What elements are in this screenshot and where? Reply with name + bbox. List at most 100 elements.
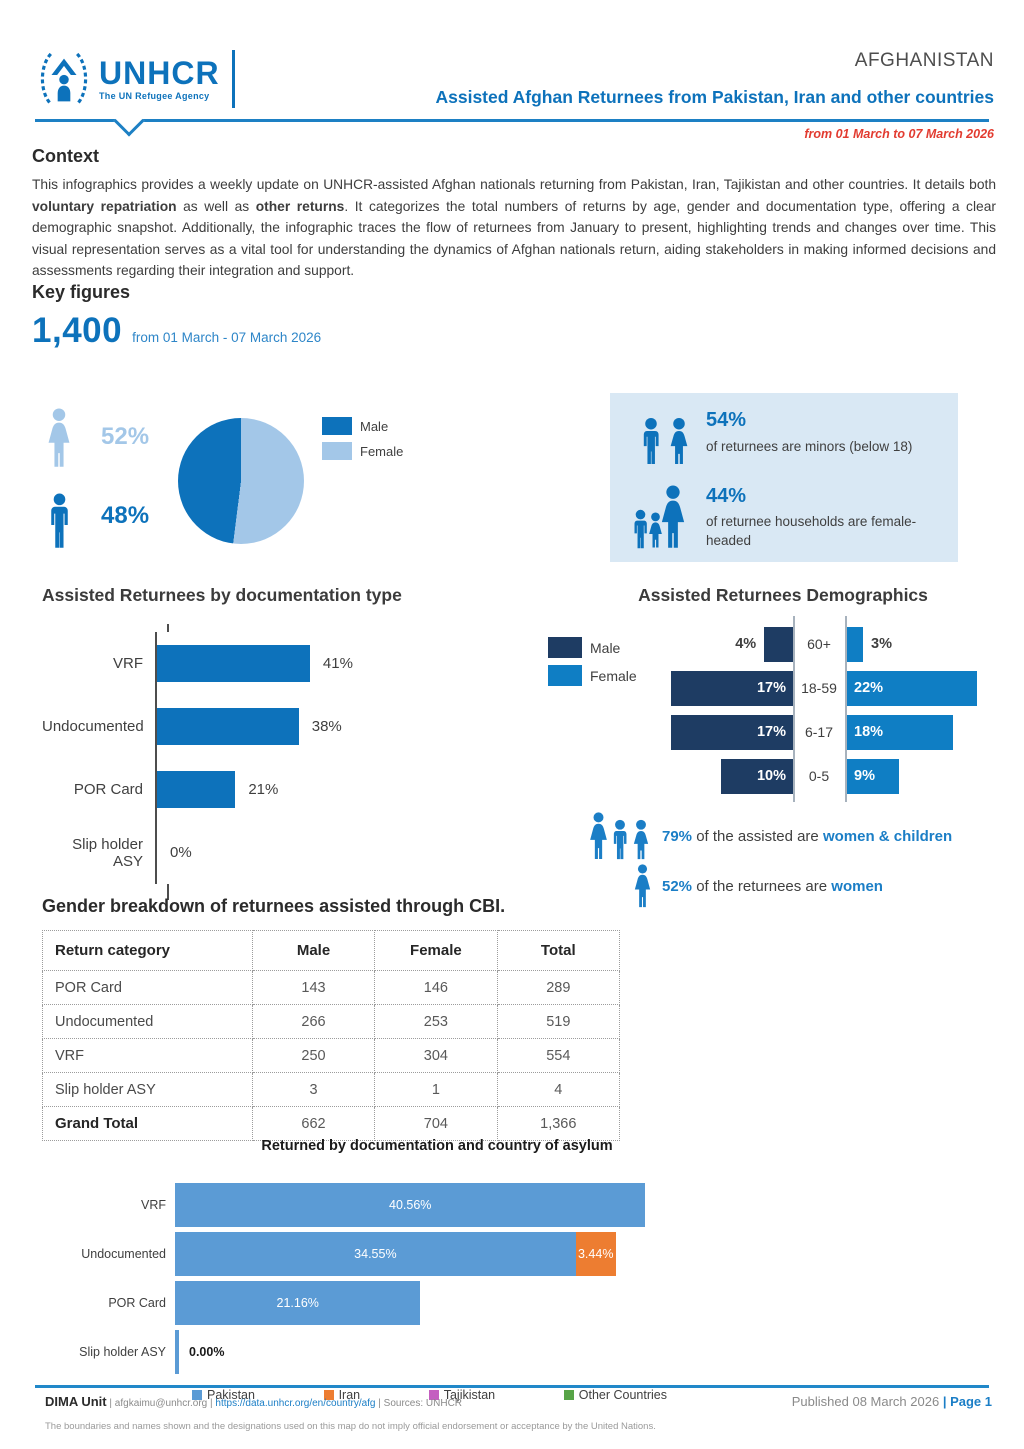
footer-sources: Sources: UNHCR (383, 1398, 463, 1409)
asylum-chart-bars: VRF 40.56% Undocumented 34.55% 3.44% POR… (42, 1180, 692, 1376)
bar-value-label: 21% (248, 781, 279, 798)
demographics-section: Assisted Returnees Demographics Male Fem… (548, 585, 1018, 912)
demographics-legend: Male Female (548, 637, 637, 693)
context-heading: Context (32, 146, 99, 166)
bar-row: VRF 41% (42, 632, 522, 695)
pakistan-segment: 40.56% (175, 1182, 646, 1227)
woman-icon (631, 864, 654, 908)
stacked-bar-row: Undocumented 34.55% 3.44% (42, 1229, 692, 1278)
table-cell: Slip holder ASY (42, 1072, 253, 1107)
header-titles: AFGHANISTAN Assisted Afghan Returnees fr… (435, 50, 994, 108)
pyramid-row: 17% 6-17 18% (548, 710, 1018, 754)
stat-percentage: 52% (662, 877, 693, 895)
legend-label: Iran (338, 1388, 361, 1402)
stacked-bar: 40.56% (175, 1182, 692, 1227)
female-headed-text: of returnee households are female-headed (706, 514, 917, 548)
footer-disclaimer: The boundaries and names shown and the d… (45, 1421, 656, 1432)
iran-segment: 3.44% (575, 1231, 616, 1276)
column-header: Male (251, 930, 376, 971)
female-bar: 9% (845, 758, 899, 794)
bar-category-label: Undocumented (81, 1246, 166, 1261)
header: UNHCR The UN Refugee Agency AFGHANISTAN … (35, 50, 994, 108)
table-cell: 662 (251, 1106, 376, 1141)
female-value-label: 9% (854, 768, 875, 784)
female-percentage: 52% (101, 423, 150, 450)
female-side: 3% (845, 626, 1018, 662)
table-cell: 304 (374, 1038, 498, 1073)
male-bar (764, 626, 793, 662)
total-returnees-value: 1,400 (32, 311, 123, 350)
women-children-icons (548, 812, 654, 860)
age-group-label: 18-59 (801, 680, 837, 696)
zero-bar-tick (175, 1329, 179, 1374)
female-bar: 18% (845, 714, 953, 750)
table-cell: 250 (251, 1038, 376, 1073)
key-figures-section: Key figures 1,400 from 01 March - 07 Mar… (32, 282, 321, 351)
male-percentage: 48% (101, 502, 150, 529)
pyramid-axis-left (793, 616, 795, 802)
demographics-title: Assisted Returnees Demographics (638, 585, 928, 605)
stat-middle: of the returnees are (696, 877, 828, 895)
age-group-label: 0-5 (808, 768, 830, 784)
female-side: 18% (845, 714, 1018, 750)
women-children-icon (590, 812, 649, 860)
legend-label: Tajikistan (443, 1388, 496, 1402)
bar-row: Slip holder ASY 0% (42, 821, 522, 884)
female-icon (43, 408, 75, 468)
legend-label: Female (590, 667, 637, 684)
table-header-row: Return category Male Female Total (42, 930, 621, 971)
male-side: 10% (548, 758, 793, 794)
female-headed-percentage: 44% (706, 485, 747, 507)
table-cell: 146 (374, 970, 498, 1005)
context-text: This infographics provides a weekly upda… (32, 177, 996, 192)
table-cell: 704 (374, 1106, 498, 1141)
context-text: . It categorizes the total numbers of re… (32, 198, 996, 279)
female-side: 9% (845, 758, 1018, 794)
bar-category-label: VRF (113, 655, 143, 672)
pakistan-segment: 34.55% (175, 1231, 576, 1276)
male-icon (45, 492, 74, 550)
age-group-label: 60+ (807, 636, 831, 652)
unhcr-logo-text: UNHCR The UN Refugee Agency (99, 57, 220, 101)
legend-label: Male (590, 639, 621, 656)
stacked-bar: 21.16% (175, 1280, 692, 1325)
column-header: Total (496, 930, 621, 971)
table-cell: 519 (496, 1004, 621, 1039)
assistance-stats: 79% of the assisted are women & children… (548, 812, 1018, 908)
male-value-label: 10% (756, 768, 786, 784)
table-cell: 1,366 (496, 1106, 621, 1141)
female-bar (845, 626, 863, 662)
footer-url-link[interactable]: https://data.unhcr.org/en/country/afg (215, 1398, 376, 1409)
bar-area: 0% (155, 821, 522, 884)
key-figure-row: 1,400 from 01 March - 07 March 2026 (32, 311, 321, 351)
bar-area: 21% (155, 758, 522, 821)
tajikistan-swatch (428, 1390, 439, 1400)
logo-divider (231, 50, 235, 108)
pakistan-segment: 21.16% (175, 1280, 421, 1325)
female-value-label: 3% (871, 636, 892, 652)
legend-item-female: Female (548, 665, 637, 686)
female-swatch (322, 442, 352, 460)
stacked-bar: 34.55% 3.44% (175, 1231, 692, 1276)
male-side: 4% (548, 626, 793, 662)
asylum-chart-title: Returned by documentation and country of… (261, 1138, 613, 1154)
stat-highlight: women & children (822, 827, 953, 845)
asylum-country-chart: Returned by documentation and country of… (42, 1138, 692, 1402)
female-side: 22% (845, 670, 1018, 706)
legend-item-female: Female (322, 442, 403, 460)
unhcr-emblem-icon (40, 52, 88, 106)
context-paragraph: This infographics provides a weekly upda… (32, 174, 996, 282)
logo-tagline: The UN Refugee Agency (99, 91, 210, 101)
demographics-pyramid: 4% 60+ 3% 17% 18-59 22% (548, 616, 1018, 802)
zero-value-label: 0.00% (189, 1344, 225, 1359)
footer-page-number: Page 1 (950, 1394, 992, 1409)
axis-line (167, 624, 522, 632)
children-icon (643, 417, 688, 465)
table-cell: 253 (374, 1004, 498, 1039)
legend-item-male: Male (548, 637, 637, 658)
footer-email-link[interactable]: afgkaimu@unhcr.org (114, 1398, 208, 1409)
report-date-range: from 01 March to 07 March 2026 (804, 127, 994, 141)
bar-value-label: 0% (170, 844, 192, 861)
highlights-box: 54% of returnees are minors (below 18) 4… (610, 393, 958, 562)
